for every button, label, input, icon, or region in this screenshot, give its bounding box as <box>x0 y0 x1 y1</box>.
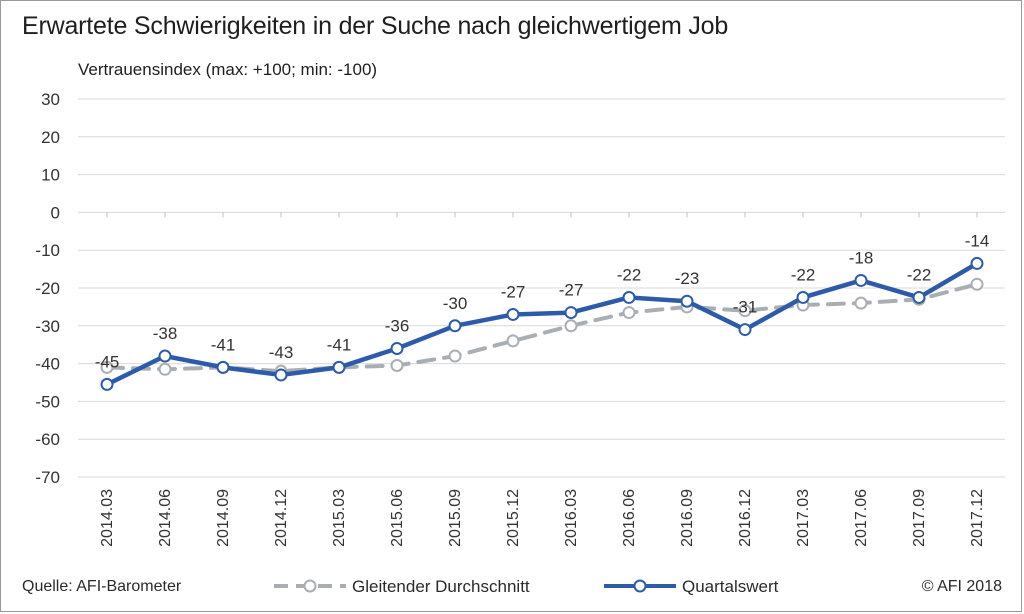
quartal-point <box>158 349 172 363</box>
y-tick-label: -60 <box>35 430 60 449</box>
x-tick-label: 2015.03 <box>331 489 348 547</box>
legend-average-swatch <box>274 579 346 593</box>
quartal-point <box>564 306 578 320</box>
data-label: -14 <box>965 231 990 250</box>
data-label: -31 <box>733 298 758 317</box>
x-tick-label: 2016.06 <box>621 489 638 547</box>
x-tick-label: 2016.03 <box>563 489 580 547</box>
x-tick-label: 2015.06 <box>389 489 406 547</box>
average-point <box>448 349 462 363</box>
x-tick-label: 2014.03 <box>99 489 116 547</box>
average-point <box>622 306 636 320</box>
x-tick-label: 2017.06 <box>853 489 870 547</box>
copyright-note: © AFI 2018 <box>921 578 1002 595</box>
y-tick-label: -20 <box>35 279 60 298</box>
quartal-point <box>680 294 694 308</box>
y-tick-label: 30 <box>41 90 60 109</box>
legend-average-label: Gleitender Durchschnitt <box>352 577 530 596</box>
average-point <box>390 358 404 372</box>
x-tick-label: 2017.03 <box>795 489 812 547</box>
y-axis-ticks: 30 20 10 0 -10 -20 -30 -40 -50 -60 -70 <box>35 90 60 487</box>
quartal-point <box>216 360 230 374</box>
data-label: -27 <box>501 282 526 301</box>
x-tick-label: 2014.06 <box>157 489 174 547</box>
average-point <box>158 362 172 376</box>
quartal-point <box>912 290 926 304</box>
quartal-point <box>332 360 346 374</box>
quartal-point <box>970 256 984 270</box>
quartal-point <box>274 368 288 382</box>
quartal-point <box>390 341 404 355</box>
y-tick-label: -70 <box>35 468 60 487</box>
data-label: -41 <box>327 335 352 354</box>
data-label: -43 <box>269 343 294 362</box>
data-label: -22 <box>617 265 642 284</box>
data-labels: -45 -38 -41 -43 -41 -36 -30 -27 -27 -22 -23 -31 -22 -… <box>95 231 990 371</box>
average-line <box>105 282 979 374</box>
quartal-point <box>796 290 810 304</box>
legend-quartal-swatch <box>604 579 676 593</box>
data-label: -45 <box>95 352 120 371</box>
y-tick-label: -30 <box>35 317 60 336</box>
data-label: -38 <box>153 324 178 343</box>
series <box>100 256 984 391</box>
x-tick-label: 2015.12 <box>505 489 522 547</box>
average-point <box>854 296 868 310</box>
data-label: -30 <box>443 294 468 313</box>
quartal-point <box>448 319 462 333</box>
y-tick-label: -50 <box>35 392 60 411</box>
quartal-point <box>738 323 752 337</box>
data-label: -22 <box>791 265 816 284</box>
quartal-line <box>104 261 980 387</box>
source-note: Quelle: AFI-Barometer <box>22 578 182 595</box>
data-label: -23 <box>675 269 700 288</box>
data-label: -36 <box>385 316 410 335</box>
average-point <box>738 304 752 318</box>
x-tick-label: 2016.09 <box>679 489 696 547</box>
quartal-point <box>854 273 868 287</box>
data-label: -18 <box>849 248 874 267</box>
quartal-point <box>506 307 520 321</box>
x-tick-label: 2014.12 <box>273 489 290 547</box>
x-tick-label: 2015.09 <box>447 489 464 547</box>
average-point <box>100 360 114 374</box>
y-tick-label: -10 <box>35 241 60 260</box>
data-label: -41 <box>211 335 236 354</box>
chart-title: Erwartete Schwierigkeiten in der Suche n… <box>22 12 729 40</box>
y-tick-label: -40 <box>35 355 60 374</box>
x-tick-label: 2014.09 <box>215 489 232 547</box>
average-point <box>506 334 520 348</box>
y-tick-label: 0 <box>51 203 60 222</box>
x-axis-ticks: 2014.03 2014.06 2014.09 2014.12 2015.03 2015.… <box>99 489 986 547</box>
data-label: -22 <box>907 265 932 284</box>
x-tick-label: 2017.09 <box>911 489 928 547</box>
average-point <box>564 319 578 333</box>
y-tick-label: 10 <box>41 166 60 185</box>
data-label: -27 <box>559 281 584 300</box>
x-tick-label: 2017.12 <box>969 489 986 547</box>
average-point <box>970 277 984 291</box>
y-tick-label: 20 <box>41 128 60 147</box>
gridlines <box>78 98 1005 478</box>
quartal-point <box>622 290 636 304</box>
y-axis-title: Vertrauensindex (max: +100; min: -100) <box>78 60 378 79</box>
legend-quartal-label: Quartalswert <box>682 577 779 596</box>
x-tick-label: 2016.12 <box>737 489 754 547</box>
quartal-point <box>100 377 114 391</box>
